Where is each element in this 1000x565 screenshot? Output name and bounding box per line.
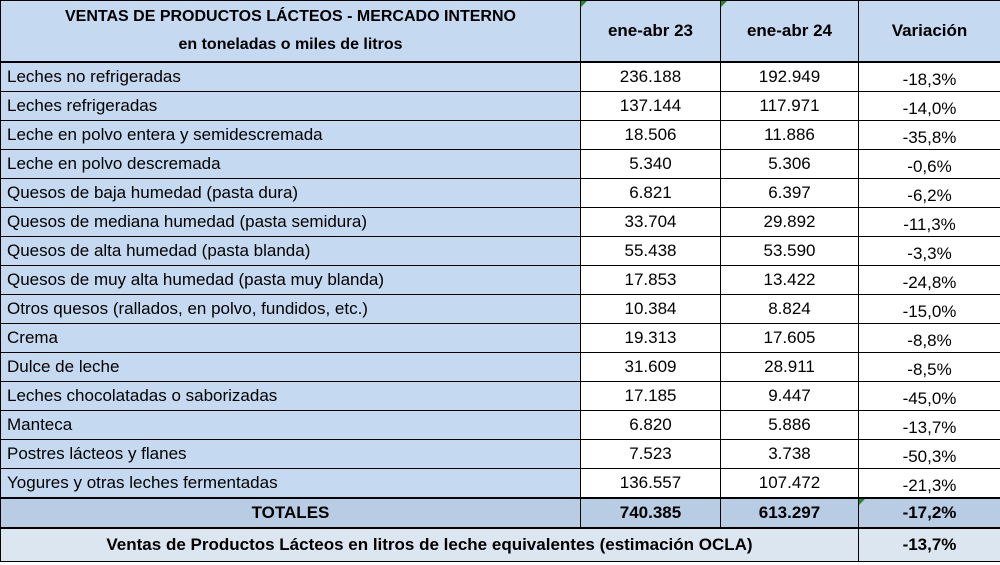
table-row: Quesos de muy alta humedad (pasta muy bl… xyxy=(0,265,1000,295)
value-2024: 11.886 xyxy=(720,120,859,150)
table-row: Yogures y otras leches fermentadas 136.55… xyxy=(0,468,1000,499)
product-name: Dulce de leche xyxy=(0,352,581,382)
product-name: Leche en polvo descremada xyxy=(0,149,581,179)
value-2024: 9.447 xyxy=(720,381,859,411)
variation: -13,7% xyxy=(858,410,1000,440)
value-2024: 3.738 xyxy=(720,439,859,469)
value-2024: 117.971 xyxy=(720,91,859,121)
table-row: Manteca 6.820 5.886 -13,7% xyxy=(0,410,1000,440)
value-2024: 28.911 xyxy=(720,352,859,382)
variation: -8,8% xyxy=(858,323,1000,353)
value-2023: 17.853 xyxy=(580,265,721,295)
totals-2023: 740.385 xyxy=(580,497,721,529)
product-name: Postres lácteos y flanes xyxy=(0,439,581,469)
value-2023: 33.704 xyxy=(580,207,721,237)
value-2023: 19.313 xyxy=(580,323,721,353)
value-2023: 55.438 xyxy=(580,236,721,266)
product-name: Quesos de alta humedad (pasta blanda) xyxy=(0,236,581,266)
table-row: Dulce de leche 31.609 28.911 -8,5% xyxy=(0,352,1000,382)
value-2023: 236.188 xyxy=(580,61,721,92)
product-name: Otros quesos (rallados, en polvo, fundid… xyxy=(0,294,581,324)
product-name: Leche en polvo entera y semidescremada xyxy=(0,120,581,150)
value-2024: 6.397 xyxy=(720,178,859,208)
table-row: Leches no refrigeradas 236.188 192.949 -18,… xyxy=(0,61,1000,92)
table-row: Otros quesos (rallados, en polvo, fundid… xyxy=(0,294,1000,324)
table-row: Crema 19.313 17.605 -8,8% xyxy=(0,323,1000,353)
variation: -18,3% xyxy=(858,61,1000,92)
table-row: Postres lácteos y flanes 7.523 3.738 -50,3% xyxy=(0,439,1000,469)
table-row: Leches chocolatadas o saborizadas 17.185 9… xyxy=(0,381,1000,411)
milk-equivalent-label: Ventas de Productos Lácteos en litros de… xyxy=(0,527,859,562)
product-name: Quesos de muy alta humedad (pasta muy bl… xyxy=(0,265,581,295)
table-title: VENTAS DE PRODUCTOS LÁCTEOS - MERCADO IN… xyxy=(0,0,581,63)
column-header-2023: ene-abr 23 xyxy=(580,0,721,63)
table-row: Quesos de mediana humedad (pasta semidur… xyxy=(0,207,1000,237)
value-2023: 5.340 xyxy=(580,149,721,179)
totals-row: TOTALES 740.385 613.297 -17,2% xyxy=(0,497,1000,529)
value-2024: 5.306 xyxy=(720,149,859,179)
product-name: Leches refrigeradas xyxy=(0,91,581,121)
value-2023: 10.384 xyxy=(580,294,721,324)
product-name: Manteca xyxy=(0,410,581,440)
milk-equivalent-row: Ventas de Productos Lácteos en litros de… xyxy=(0,527,1000,562)
value-2024: 8.824 xyxy=(720,294,859,324)
table-row: Quesos de alta humedad (pasta blanda) 55.… xyxy=(0,236,1000,266)
product-name: Crema xyxy=(0,323,581,353)
variation: -14,0% xyxy=(858,91,1000,121)
table-row: Quesos de baja humedad (pasta dura) 6.821… xyxy=(0,178,1000,208)
value-2023: 18.506 xyxy=(580,120,721,150)
value-2024: 29.892 xyxy=(720,207,859,237)
variation: -45,0% xyxy=(858,381,1000,411)
value-2024: 53.590 xyxy=(720,236,859,266)
product-name: Quesos de mediana humedad (pasta semidur… xyxy=(0,207,581,237)
totals-variation: -17,2% xyxy=(858,497,1000,529)
product-name: Quesos de baja humedad (pasta dura) xyxy=(0,178,581,208)
variation: -24,8% xyxy=(858,265,1000,295)
header-row: VENTAS DE PRODUCTOS LÁCTEOS - MERCADO IN… xyxy=(0,0,1000,63)
value-2023: 6.820 xyxy=(580,410,721,440)
title-line-2: en toneladas o miles de litros xyxy=(178,36,403,53)
product-name: Leches chocolatadas o saborizadas xyxy=(0,381,581,411)
value-2023: 31.609 xyxy=(580,352,721,382)
value-2024: 17.605 xyxy=(720,323,859,353)
value-2023: 136.557 xyxy=(580,468,721,499)
table-row: Leche en polvo entera y semidescremada 18… xyxy=(0,120,1000,150)
table-row: Leche en polvo descremada 5.340 5.306 -0,6% xyxy=(0,149,1000,179)
variation: -0,6% xyxy=(858,149,1000,179)
variation: -3,3% xyxy=(858,236,1000,266)
variation: -6,2% xyxy=(858,178,1000,208)
value-2024: 5.886 xyxy=(720,410,859,440)
value-2023: 6.821 xyxy=(580,178,721,208)
milk-equivalent-variation: -13,7% xyxy=(858,527,1000,562)
variation: -15,0% xyxy=(858,294,1000,324)
product-name: Leches no refrigeradas xyxy=(0,61,581,92)
value-2024: 107.472 xyxy=(720,468,859,499)
totals-2024: 613.297 xyxy=(720,497,859,529)
value-2023: 137.144 xyxy=(580,91,721,121)
value-2024: 192.949 xyxy=(720,61,859,92)
variation: -11,3% xyxy=(858,207,1000,237)
value-2023: 7.523 xyxy=(580,439,721,469)
variation: -35,8% xyxy=(858,120,1000,150)
product-name: Yogures y otras leches fermentadas xyxy=(0,468,581,499)
variation: -21,3% xyxy=(858,468,1000,499)
table-row: Leches refrigeradas 137.144 117.971 -14,0% xyxy=(0,91,1000,121)
variation: -50,3% xyxy=(858,439,1000,469)
totals-label: TOTALES xyxy=(0,497,581,529)
column-header-variation: Variación xyxy=(858,0,1000,63)
column-header-2024: ene-abr 24 xyxy=(720,0,859,63)
value-2024: 13.422 xyxy=(720,265,859,295)
variation: -8,5% xyxy=(858,352,1000,382)
title-line-1: VENTAS DE PRODUCTOS LÁCTEOS - MERCADO IN… xyxy=(65,8,516,25)
value-2023: 17.185 xyxy=(580,381,721,411)
